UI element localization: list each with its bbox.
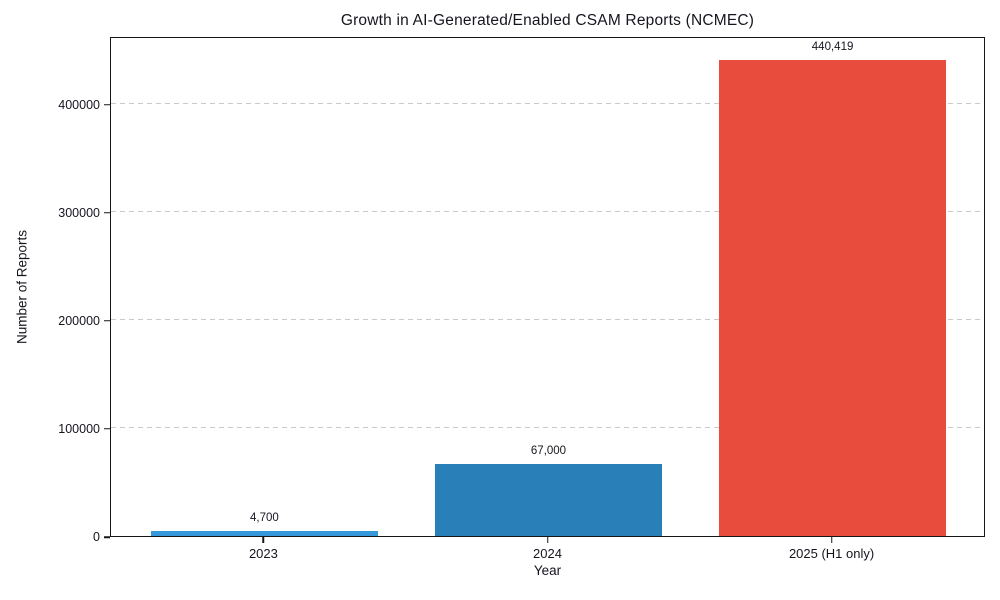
x-tick-mark-2024 <box>546 537 549 543</box>
gridline-300000 <box>111 210 984 212</box>
plot-area: 4,700 67,000 440,419 <box>110 37 985 537</box>
y-tick-label-300000: 300000 <box>58 205 100 220</box>
y-tick-label-400000: 400000 <box>58 97 100 112</box>
bar-value-label-2023: 4,700 <box>250 511 279 524</box>
bar-2024 <box>434 463 663 536</box>
x-tick-label-2023: 2023 <box>248 546 278 561</box>
x-tick-mark-2025 (H1 only) <box>830 537 833 543</box>
gridline-200000 <box>111 318 984 320</box>
bar-2023 <box>150 530 379 536</box>
x-tick-mark-2023 <box>262 537 265 543</box>
y-tick-label-100000: 100000 <box>58 421 100 436</box>
x-tick-label-2025 (H1 only): 2025 (H1 only) <box>788 546 875 561</box>
y-tick-label-0: 0 <box>93 530 100 544</box>
bar-value-label-2024: 67,000 <box>530 444 567 457</box>
bar-2025 (H1 only) <box>718 59 947 536</box>
y-tick-label-200000: 200000 <box>58 313 100 328</box>
bar-value-label-2025 (H1 only): 440,419 <box>811 40 854 53</box>
y-axis-label: Number of Reports <box>14 229 30 345</box>
gridline-100000 <box>111 426 984 428</box>
gridline-400000 <box>111 102 984 104</box>
chart-title: Growth in AI-Generated/Enabled CSAM Repo… <box>340 12 755 29</box>
x-tick-label-2024: 2024 <box>533 546 562 561</box>
x-axis-label: Year <box>533 563 562 578</box>
